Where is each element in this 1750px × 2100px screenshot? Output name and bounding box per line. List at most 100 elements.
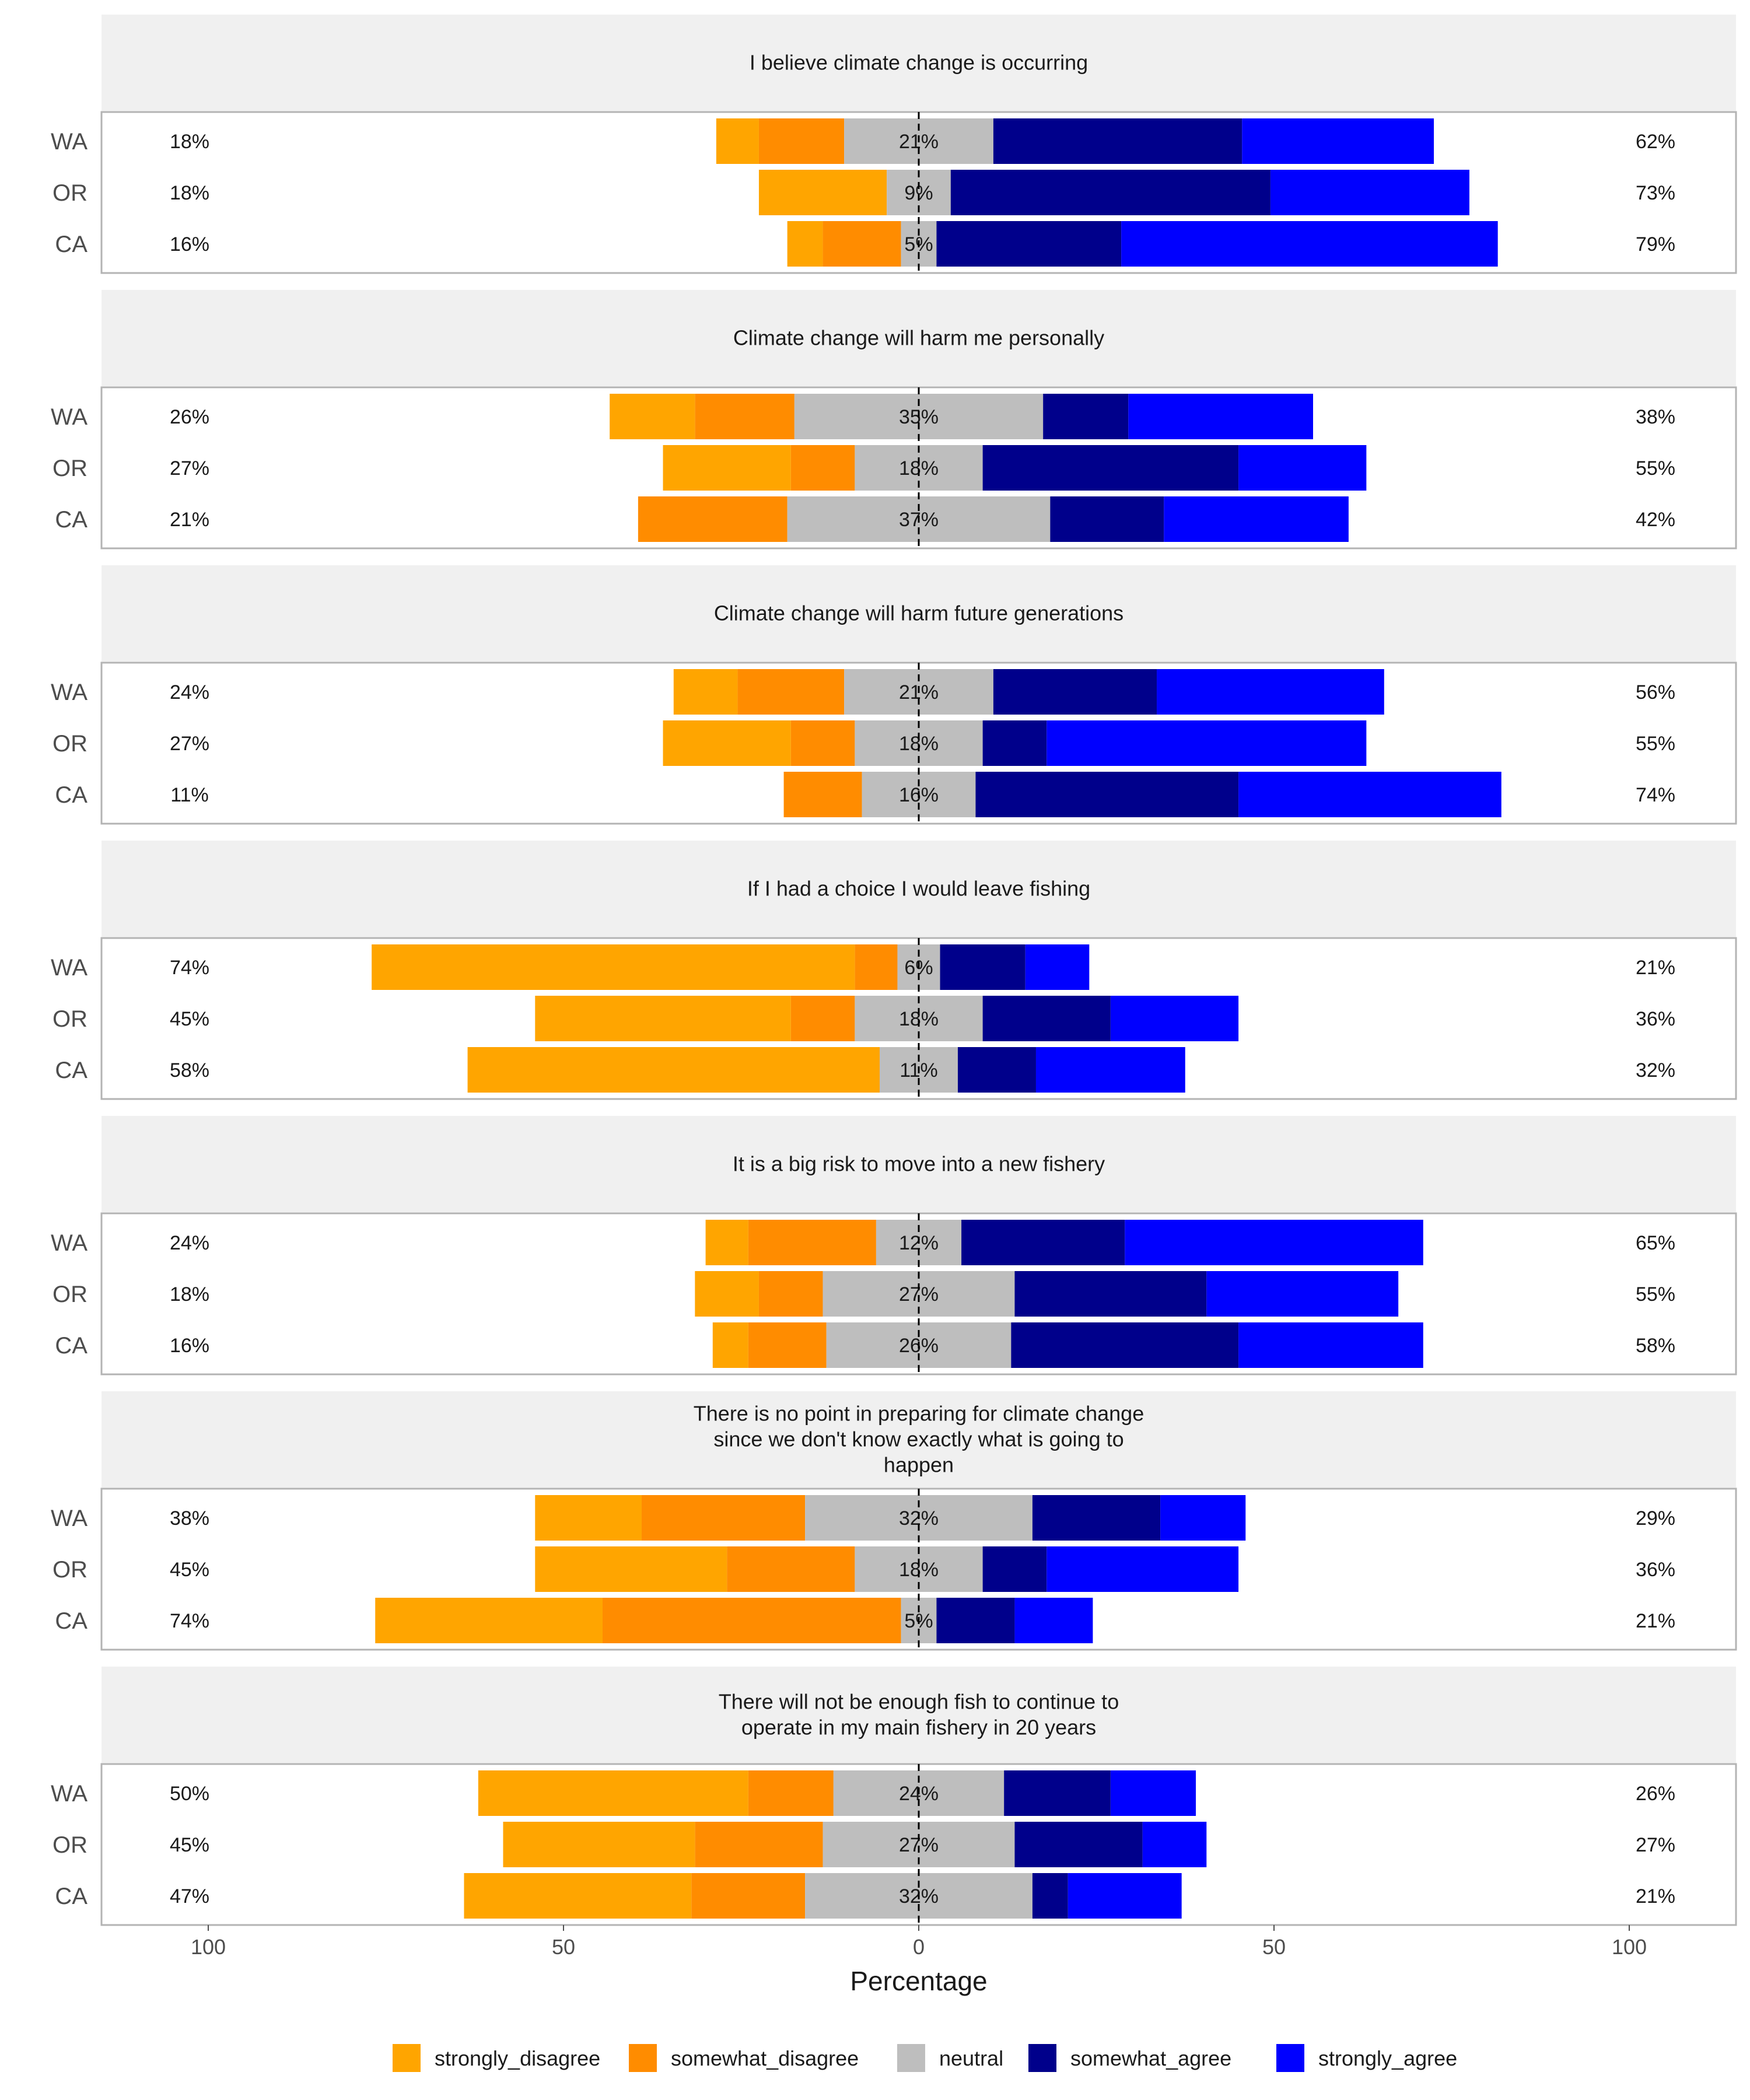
- facet-title: There is no point in preparing for clima…: [694, 1402, 1144, 1426]
- row-label: OR: [52, 1832, 88, 1858]
- agree-percent-label: 55%: [1636, 733, 1675, 755]
- facet-title: It is a big risk to move into a new fish…: [733, 1152, 1105, 1176]
- x-tick-label: 100: [191, 1935, 226, 1959]
- bar-segment-somewhat_agree: [950, 170, 1270, 215]
- disagree-percent-label: 16%: [170, 1335, 209, 1357]
- agree-percent-label: 29%: [1636, 1507, 1675, 1530]
- bar-segment-strongly_agree: [1110, 996, 1239, 1041]
- facet-title: There will not be enough fish to continu…: [719, 1690, 1119, 1714]
- x-tick-label: 50: [1262, 1935, 1286, 1959]
- legend-label: somewhat_disagree: [671, 2046, 859, 2070]
- bar-segment-somewhat_agree: [993, 118, 1242, 164]
- bar-segment-strongly_disagree: [663, 720, 791, 766]
- facet-title: operate in my main fishery in 20 years: [741, 1716, 1096, 1740]
- bar-segment-somewhat_disagree: [748, 1770, 834, 1816]
- bar-segment-strongly_agree: [1242, 118, 1434, 164]
- disagree-percent-label: 18%: [170, 131, 209, 153]
- bar-row: CA 16% 26% 58%: [55, 1322, 1675, 1368]
- bar-segment-somewhat_disagree: [783, 772, 862, 817]
- bar-row: CA 58% 11% 32%: [55, 1047, 1675, 1093]
- row-label: CA: [55, 507, 88, 533]
- bar-segment-somewhat_disagree: [790, 445, 855, 491]
- facet-strip: [102, 841, 1736, 937]
- bar-segment-strongly_disagree: [673, 669, 738, 715]
- bar-row: OR 27% 18% 55%: [52, 445, 1675, 491]
- bar-segment-somewhat_agree: [1014, 1822, 1143, 1867]
- bar-segment-somewhat_disagree: [641, 1495, 806, 1541]
- facet-title: happen: [884, 1453, 954, 1477]
- bar-segment-strongly_agree: [1121, 221, 1498, 267]
- bar-segment-strongly_disagree: [503, 1822, 695, 1867]
- bar-segment-somewhat_agree: [982, 1546, 1047, 1592]
- bar-segment-somewhat_agree: [1014, 1271, 1207, 1317]
- bar-segment-somewhat_disagree: [758, 1271, 823, 1317]
- agree-percent-label: 21%: [1636, 957, 1675, 979]
- bar-row: OR 18% 27% 55%: [52, 1271, 1675, 1317]
- bar-segment-strongly_disagree: [758, 170, 887, 215]
- agree-percent-label: 42%: [1636, 509, 1675, 531]
- bar-segment-somewhat_disagree: [727, 1546, 855, 1592]
- row-label: OR: [52, 1282, 88, 1307]
- row-label: WA: [51, 404, 88, 430]
- agree-percent-label: 55%: [1636, 457, 1675, 480]
- disagree-percent-label: 45%: [170, 1834, 209, 1856]
- legend-label: neutral: [939, 2046, 1003, 2070]
- bar-segment-somewhat_agree: [1032, 1495, 1161, 1541]
- facet-panel: It is a big risk to move into a new fish…: [51, 1116, 1737, 1376]
- disagree-percent-label: 38%: [170, 1507, 209, 1530]
- bar-segment-somewhat_agree: [940, 944, 1026, 990]
- disagree-percent-label: 45%: [170, 1559, 209, 1581]
- bar-segment-strongly_agree: [1025, 944, 1090, 990]
- agree-percent-label: 36%: [1636, 1008, 1675, 1030]
- bar-segment-strongly_disagree: [372, 944, 855, 990]
- facet-panel: If I had a choice I would leave fishing W…: [51, 841, 1737, 1100]
- bar-segment-somewhat_agree: [936, 221, 1122, 267]
- bar-row: CA 11% 16% 74%: [55, 772, 1675, 817]
- legend-item: strongly_agree: [1276, 2044, 1457, 2072]
- facet-title: Climate change will harm me personally: [733, 326, 1104, 350]
- bar-segment-somewhat_disagree: [691, 1873, 806, 1919]
- bar-segment-strongly_disagree: [535, 1495, 642, 1541]
- row-label: OR: [52, 731, 88, 757]
- row-label: CA: [55, 1333, 88, 1359]
- bar-segment-somewhat_disagree: [790, 996, 855, 1041]
- agree-percent-label: 21%: [1636, 1610, 1675, 1632]
- bar-segment-strongly_disagree: [716, 118, 759, 164]
- bar-segment-somewhat_disagree: [855, 944, 898, 990]
- facet-panel: Climate change will harm future generati…: [51, 565, 1737, 825]
- legend-item: somewhat_disagree: [629, 2044, 859, 2072]
- agree-percent-label: 73%: [1636, 182, 1675, 204]
- bar-segment-strongly_agree: [1238, 445, 1367, 491]
- bar-row: OR 45% 18% 36%: [52, 1546, 1675, 1592]
- row-label: CA: [55, 1058, 88, 1083]
- bar-segment-somewhat_agree: [936, 1598, 1015, 1643]
- disagree-percent-label: 27%: [170, 733, 209, 755]
- legend-swatch: [393, 2044, 421, 2072]
- facet-strip: [102, 1391, 1736, 1488]
- bar-segment-somewhat_agree: [1032, 1873, 1068, 1919]
- bar-row: WA 18% 21% 62%: [51, 118, 1675, 164]
- disagree-percent-label: 21%: [170, 509, 209, 531]
- bar-row: CA 16% 5% 79%: [55, 221, 1675, 267]
- row-label: CA: [55, 1608, 88, 1634]
- bar-segment-strongly_agree: [1046, 720, 1367, 766]
- bar-segment-somewhat_agree: [961, 1220, 1125, 1265]
- row-label: WA: [51, 1506, 88, 1531]
- disagree-percent-label: 27%: [170, 457, 209, 480]
- agree-percent-label: 74%: [1636, 784, 1675, 806]
- bar-segment-somewhat_agree: [1043, 394, 1129, 439]
- bar-segment-somewhat_disagree: [602, 1598, 901, 1643]
- row-label: OR: [52, 456, 88, 481]
- bar-segment-somewhat_disagree: [758, 118, 845, 164]
- legend-swatch: [1028, 2044, 1056, 2072]
- row-label: WA: [51, 680, 88, 705]
- row-label: WA: [51, 129, 88, 155]
- bar-row: WA 24% 12% 65%: [51, 1220, 1675, 1265]
- bar-segment-somewhat_disagree: [695, 394, 794, 439]
- agree-percent-label: 38%: [1636, 406, 1675, 428]
- agree-percent-label: 65%: [1636, 1232, 1675, 1254]
- bar-segment-strongly_agree: [1164, 496, 1349, 542]
- disagree-percent-label: 47%: [170, 1885, 209, 1908]
